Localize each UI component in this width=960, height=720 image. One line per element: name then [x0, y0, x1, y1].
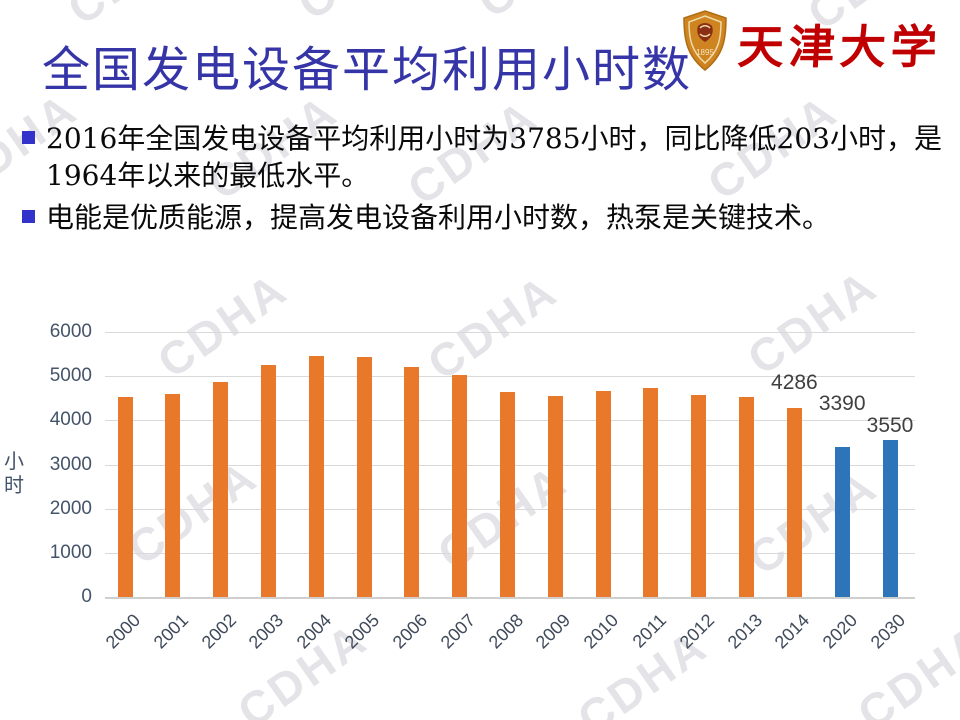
chart-bar-2012 — [691, 394, 707, 597]
data-label-2030: 3550 — [866, 414, 914, 438]
chart-bar-2030 — [882, 440, 898, 597]
y-axis-title: 小时 — [4, 451, 24, 497]
bullet-item: 电能是优质能源，提高发电设备利用小时数，热泵是关键技术。 — [14, 199, 948, 236]
bullet-text: 电能是优质能源，提高发电设备利用小时数，热泵是关键技术。 — [46, 201, 831, 234]
chart-bar-2005 — [356, 357, 372, 597]
chart-bar-2020 — [834, 447, 850, 597]
chart-bar-2013 — [739, 397, 755, 597]
chart-bar-2000 — [117, 397, 133, 597]
chart-bar-2010 — [595, 391, 611, 597]
chart-bar-2006 — [404, 367, 420, 597]
y-tick-5000: 5000 — [49, 365, 92, 387]
bullet-square-icon — [22, 131, 35, 144]
chart-bar-2002 — [213, 381, 229, 597]
page-title: 全国发电设备平均利用小时数 — [42, 42, 693, 98]
data-label-2014: 4286 — [771, 370, 818, 394]
chart-bar-2011 — [643, 388, 659, 597]
chart-bar-2004 — [308, 355, 324, 597]
x-axis-line — [105, 597, 915, 599]
y-tick-3000: 3000 — [49, 453, 92, 475]
bullet-list: 2016年全国发电设备平均利用小时为3785小时，同比降低203小时，是1964… — [14, 120, 948, 241]
data-label-2020: 3390 — [818, 392, 866, 416]
chart-bar-2007 — [452, 375, 468, 597]
crest-year: 1895 — [696, 48, 714, 57]
y-tick-6000: 6000 — [49, 321, 92, 342]
chart-bar-2009 — [547, 396, 563, 597]
bullet-item: 2016年全国发电设备平均利用小时为3785小时，同比降低203小时，是1964… — [14, 120, 948, 194]
university-logo: 1895 天津大学 — [680, 10, 944, 77]
y-tick-2000: 2000 — [49, 497, 92, 519]
chart-bar-2008 — [500, 391, 515, 597]
y-tick-0: 0 — [81, 586, 92, 607]
university-name: 天津大学 — [736, 19, 944, 74]
university-crest-icon: 1895 — [680, 10, 730, 77]
chart-gridline-5000 — [105, 376, 915, 378]
bullet-text: 2016年全国发电设备平均利用小时为3785小时，同比降低203小时，是1964… — [46, 122, 942, 192]
chart-bar-2014 — [786, 407, 802, 597]
y-tick-4000: 4000 — [49, 409, 92, 431]
chart-gridline-6000 — [105, 332, 915, 333]
bullet-square-icon — [22, 210, 35, 223]
y-tick-1000: 1000 — [49, 541, 92, 563]
chart-bar-2003 — [260, 365, 276, 597]
chart-bar-2001 — [165, 394, 181, 597]
